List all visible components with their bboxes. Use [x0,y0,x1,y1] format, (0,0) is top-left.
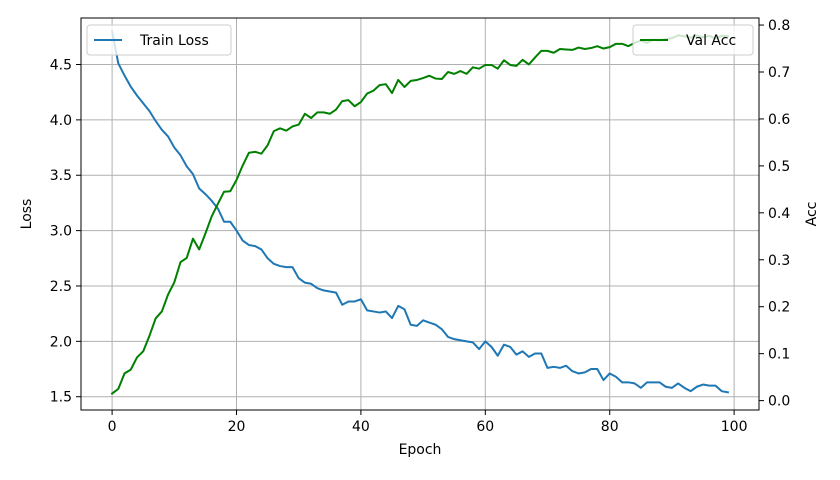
y-left-tick-label: 4.5 [50,58,72,74]
y-right-tick-label: 0.4 [768,206,790,222]
y-left-tick-label: 2.0 [50,334,72,350]
ticks-layer: 0 20 40 60 80 100 1.5 2.0 2.5 3.0 3.5 4.0 4.5 0.0 0.1 0… [50,18,791,435]
x-tick-label: 100 [721,419,748,435]
x-tick-label: 40 [352,419,370,435]
y-left-tick-label: 2.5 [50,279,72,295]
x-tick-label: 60 [476,419,494,435]
y-right-tick-label: 0.6 [768,112,790,128]
y-right-tick-label: 0.2 [768,300,790,316]
legend-left-box [86,24,232,56]
y-axis-label-right: Acc [804,202,820,227]
legend-train-loss-label: Train Loss [139,33,209,49]
y-left-tick-label: 1.5 [50,390,72,406]
y-right-tick-label: 0.1 [768,347,790,363]
y-axis-label-left: Loss [19,199,35,230]
y-left-tick-label: 3.0 [50,224,72,240]
legend-right-box [632,24,754,56]
x-tick-label: 0 [108,419,117,435]
series-layer [110,30,730,395]
legend-right: Val Acc [632,24,754,56]
legend-left: Train Loss [86,24,232,56]
x-axis-label: Epoch [399,442,442,458]
y-right-tick-label: 0.7 [768,65,790,81]
y-right-tick-label: 0.0 [768,394,790,410]
series-line-train-loss [110,30,730,394]
plot-frame [80,17,760,411]
x-tick-label: 80 [601,419,619,435]
legend-val-acc-label: Val Acc [686,33,736,49]
y-right-tick-label: 0.8 [768,18,790,34]
y-left-tick-label: 3.5 [50,168,72,184]
y-right-tick-label: 0.3 [768,253,790,269]
y-right-tick-label: 0.5 [768,159,790,175]
x-tick-label: 20 [228,419,246,435]
series-line-val-acc [110,34,729,395]
y-left-tick-label: 4.0 [50,113,72,129]
